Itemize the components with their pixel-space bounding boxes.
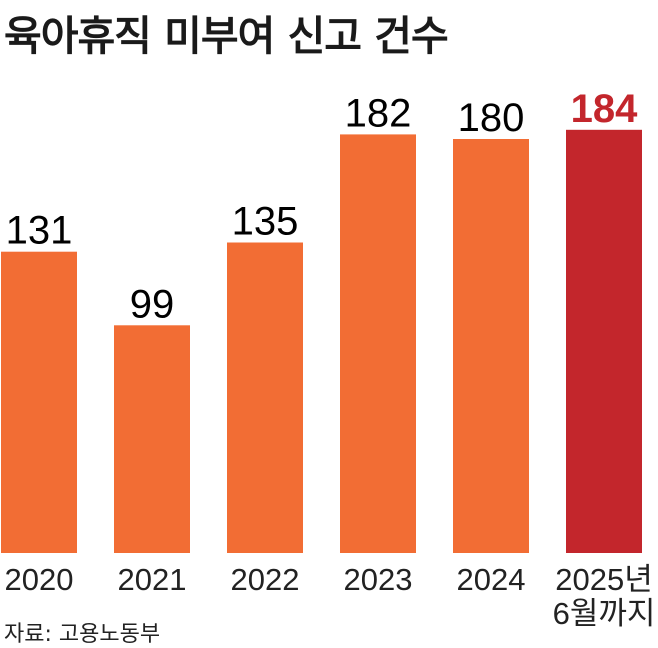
value-label: 131 bbox=[6, 209, 73, 253]
bar-2020 bbox=[1, 251, 77, 553]
bar-2024 bbox=[453, 139, 529, 553]
bar-2022 bbox=[227, 242, 303, 553]
category-label: 2023 bbox=[344, 562, 413, 597]
bar-2025년-6월까지 bbox=[566, 129, 642, 554]
bars-group bbox=[1, 129, 642, 554]
category-label: 2020 bbox=[5, 562, 74, 597]
bar-2023 bbox=[340, 134, 416, 553]
value-labels-group: 131 99 135 182 180 184 bbox=[6, 87, 638, 326]
category-label: 2025년 bbox=[555, 562, 652, 597]
category-label: 2024 bbox=[457, 562, 526, 597]
value-label: 135 bbox=[232, 200, 299, 244]
value-label: 180 bbox=[458, 96, 525, 140]
source-note: 자료: 고용노동부 bbox=[4, 622, 161, 647]
bar-2021 bbox=[114, 325, 190, 553]
value-label: 99 bbox=[130, 282, 175, 326]
category-label: 6월까지 bbox=[553, 596, 656, 631]
category-label: 2021 bbox=[118, 562, 187, 597]
category-label: 2022 bbox=[231, 562, 300, 597]
value-label: 182 bbox=[345, 91, 412, 135]
value-label: 184 bbox=[571, 87, 638, 131]
chart-title: 육아휴직 미부여 신고 건수 bbox=[4, 12, 449, 60]
